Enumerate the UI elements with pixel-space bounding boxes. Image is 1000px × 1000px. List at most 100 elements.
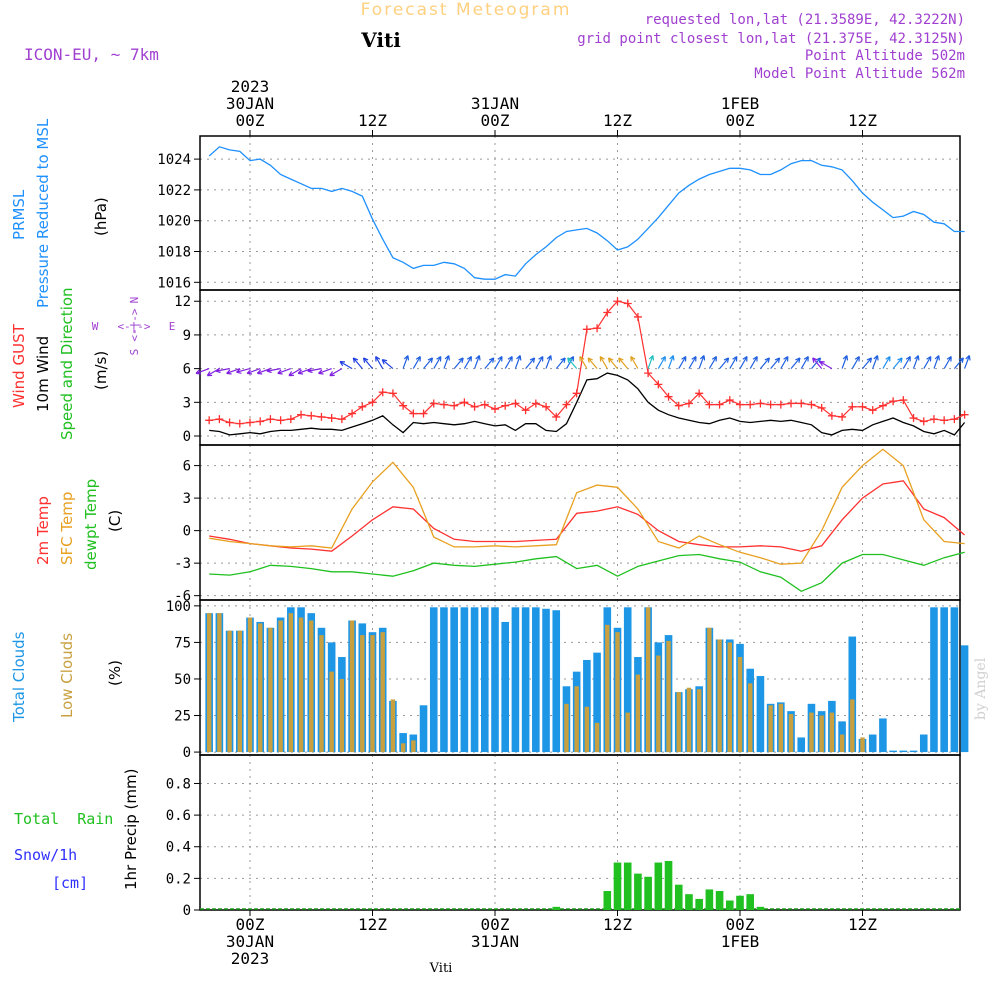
low-cloud-bar	[809, 712, 814, 753]
low-cloud-bar	[400, 743, 406, 753]
gust-point	[399, 401, 408, 410]
wind-barb	[236, 368, 251, 374]
gust-point	[664, 392, 673, 401]
low-cloud-bar	[778, 703, 784, 753]
gust-point	[746, 400, 755, 409]
y-tick-label: 6	[183, 459, 191, 475]
gust-point	[848, 402, 857, 411]
wind-barb	[381, 359, 394, 370]
total-cloud-bar	[756, 676, 765, 753]
gust-point	[787, 399, 796, 408]
time-label-bottom: 31JAN	[471, 932, 519, 951]
low-cloud-bar	[278, 620, 283, 753]
wind-barb	[362, 357, 373, 369]
gust-point	[205, 416, 214, 425]
low-cloud-bar	[707, 627, 712, 753]
temp-dew-label: dewpt Temp	[82, 479, 100, 570]
wind-compass: W E <-|-> N <-|-> S	[92, 297, 176, 356]
gust-point	[817, 403, 826, 412]
y-tick-label: 3	[183, 491, 191, 507]
wind-barb	[535, 355, 544, 369]
total-cloud-bar	[480, 607, 489, 753]
gust-point	[552, 412, 561, 421]
total-cloud-bar	[511, 607, 520, 753]
rain-bar	[613, 862, 622, 910]
y-tick-label: 0	[183, 429, 191, 445]
gust-point	[929, 415, 938, 424]
gridpoint-coords: grid point closest lon,lat (21.375E, 42.…	[577, 31, 965, 47]
y-tick-label: 50	[174, 672, 191, 688]
total-cloud-bar	[889, 750, 897, 753]
gust-point	[684, 399, 693, 408]
temp-2m-line	[209, 480, 966, 552]
y-tick-label: 1022	[157, 183, 191, 199]
wind-barb	[647, 355, 655, 369]
time-label-top: 12Z	[358, 111, 387, 130]
pressure-label-desc: Pressure Reduced to MSL	[34, 118, 52, 308]
total-cloud-bar	[521, 607, 530, 753]
gust-point	[368, 398, 377, 407]
wind-barb	[453, 357, 464, 369]
pressure-label-prmsl: PRMSL	[10, 189, 28, 240]
rain-bar	[552, 906, 561, 910]
wind-barb	[412, 355, 421, 369]
gust-point	[613, 297, 622, 306]
wind-barb	[246, 368, 261, 375]
wind-barb	[329, 368, 343, 377]
gust-point	[521, 406, 530, 415]
gust-point	[297, 410, 306, 419]
y-tick-label: 9	[183, 328, 191, 344]
wind-barb	[494, 355, 503, 369]
total-cloud-bar	[593, 652, 601, 753]
wind-barb	[352, 357, 363, 369]
gust-point	[409, 409, 418, 418]
gust-point	[940, 416, 949, 425]
point-altitude: Point Altitude 502m	[805, 48, 965, 64]
gust-point	[348, 409, 357, 418]
wind-barb	[266, 367, 281, 374]
wind-barb	[800, 355, 809, 369]
panel-frame-temp	[199, 444, 961, 601]
low-cloud-bar	[237, 630, 242, 753]
gust-point	[225, 418, 234, 427]
low-cloud-bar	[309, 620, 314, 753]
total-cloud-bar	[542, 608, 550, 753]
wind-barb	[698, 355, 706, 369]
wind-barb	[402, 355, 410, 369]
wind-barb	[882, 355, 891, 369]
y-tick-label: 1016	[157, 275, 191, 291]
total-cloud-bar	[940, 607, 948, 753]
gust-point	[562, 400, 571, 409]
y-tick-label: -6	[174, 589, 191, 605]
gust-point	[766, 400, 775, 409]
low-cloud-bar	[329, 671, 334, 753]
gust-point	[838, 412, 847, 421]
total-cloud-bar	[470, 607, 479, 753]
low-cloud-bar	[860, 737, 865, 753]
total-cloud-bar	[797, 737, 806, 753]
total-cloud-bar	[429, 607, 438, 753]
low-cloud-bar	[850, 699, 855, 753]
total-cloud-bar	[919, 734, 928, 753]
wind-barb	[215, 367, 230, 374]
precip-unit: 1hr Precip (mm)	[122, 769, 140, 890]
wind-barb	[474, 355, 481, 369]
chart-title: Forecast Meteogram	[361, 0, 572, 20]
time-label-top: 1FEB	[721, 94, 760, 113]
wind10-label: 10m Wind	[34, 336, 52, 412]
low-cloud-bar	[574, 686, 579, 753]
wind-barb	[678, 355, 687, 369]
low-cloud-bar	[258, 623, 263, 753]
wind-direction-label: Speed and Direction	[58, 287, 76, 440]
temp-2m-label: 2m Temp	[34, 496, 52, 565]
wind-barb	[770, 357, 781, 369]
temp-sfc-label: SFC Temp	[58, 492, 76, 565]
gust-point	[501, 401, 510, 410]
y-tick-label: 3	[183, 395, 191, 411]
y-tick-label: 6	[183, 362, 191, 378]
wind-barb	[567, 357, 578, 369]
y-tick-label: 0	[183, 903, 191, 919]
rain-bar	[664, 860, 673, 910]
gust-point	[797, 399, 806, 408]
